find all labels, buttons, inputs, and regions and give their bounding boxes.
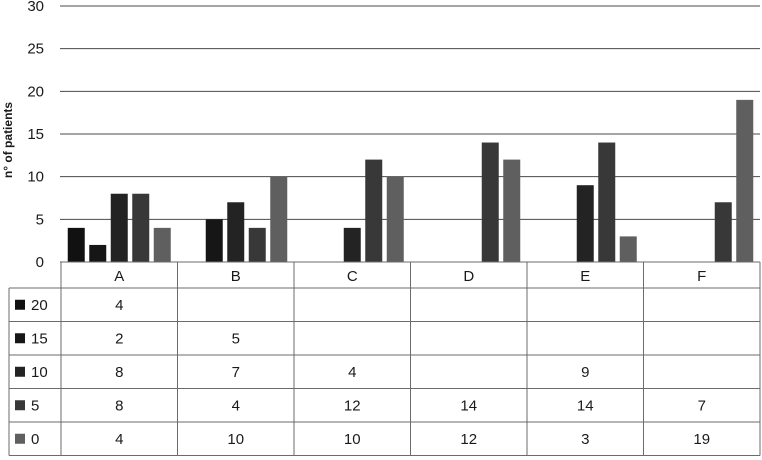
legend-label: 0 <box>31 431 39 448</box>
y-tick-label: 25 <box>27 41 44 58</box>
table-cell-value: 14 <box>460 397 477 414</box>
table-cell-value: 3 <box>581 431 589 448</box>
table-cell-value: 4 <box>115 431 123 448</box>
legend-label: 10 <box>31 364 48 381</box>
y-tick-label: 15 <box>27 126 44 143</box>
table-cell-value: 4 <box>348 364 356 381</box>
table-cell-value: 19 <box>693 431 710 448</box>
legend-swatch <box>15 400 25 411</box>
bar <box>386 176 404 262</box>
category-label: B <box>231 268 241 285</box>
bar <box>714 202 732 262</box>
table-cell-value: 9 <box>581 364 589 381</box>
category-label: A <box>114 268 124 285</box>
bar <box>736 99 754 262</box>
legend-label: 15 <box>31 330 48 347</box>
category-label: E <box>580 268 590 285</box>
legend-swatch <box>15 333 25 344</box>
bar <box>365 159 383 262</box>
bars <box>67 99 754 262</box>
table-cell-value: 5 <box>232 330 240 347</box>
table-cell-value: 7 <box>232 364 240 381</box>
bar <box>153 227 171 262</box>
legend-swatch <box>15 366 25 377</box>
y-tick-label: 30 <box>27 0 44 15</box>
table-cell-value: 8 <box>115 397 123 414</box>
table-cell-value: 10 <box>344 431 361 448</box>
legend-swatch <box>15 299 25 310</box>
y-tick-label: 0 <box>36 254 44 271</box>
table-cell-value: 4 <box>115 297 123 314</box>
bar <box>227 202 245 262</box>
bar <box>576 185 594 262</box>
legend-label: 5 <box>31 397 39 414</box>
y-axis-label: n° of patients <box>1 102 15 178</box>
category-label: C <box>347 268 358 285</box>
y-tick-label: 20 <box>27 83 44 100</box>
gridlines <box>60 5 760 263</box>
legend-label: 20 <box>31 297 48 314</box>
table-cell-value: 4 <box>232 397 240 414</box>
table-cell-value: 10 <box>227 431 244 448</box>
data-table: A B C D E F 20 4 15 2 5 10 8 7 4 9 5 8 4 12 14 14 7 0 4 10 10 12 3 19 <box>8 261 761 456</box>
bar <box>619 236 637 262</box>
category-label: D <box>463 268 474 285</box>
y-axis-tick-labels: 0 5 10 15 20 25 30 <box>27 0 44 271</box>
table-cell-value: 14 <box>577 397 594 414</box>
table-cell-value: 12 <box>460 431 477 448</box>
category-label: F <box>697 268 706 285</box>
bar <box>598 142 616 262</box>
bar <box>503 159 521 262</box>
bar <box>67 227 85 262</box>
bar <box>110 193 128 262</box>
table-cell-value: 2 <box>115 330 123 347</box>
table-cell-value: 8 <box>115 364 123 381</box>
y-tick-label: 10 <box>27 169 44 186</box>
bar <box>343 227 361 262</box>
bar <box>89 244 107 262</box>
bar <box>270 176 288 262</box>
bar <box>132 193 150 262</box>
table-cell-value: 7 <box>698 397 706 414</box>
legend-swatch <box>15 433 25 444</box>
table-cell-value: 12 <box>344 397 361 414</box>
y-tick-label: 5 <box>36 211 44 228</box>
bar <box>205 219 223 262</box>
bar <box>248 227 266 262</box>
bar <box>481 142 499 262</box>
